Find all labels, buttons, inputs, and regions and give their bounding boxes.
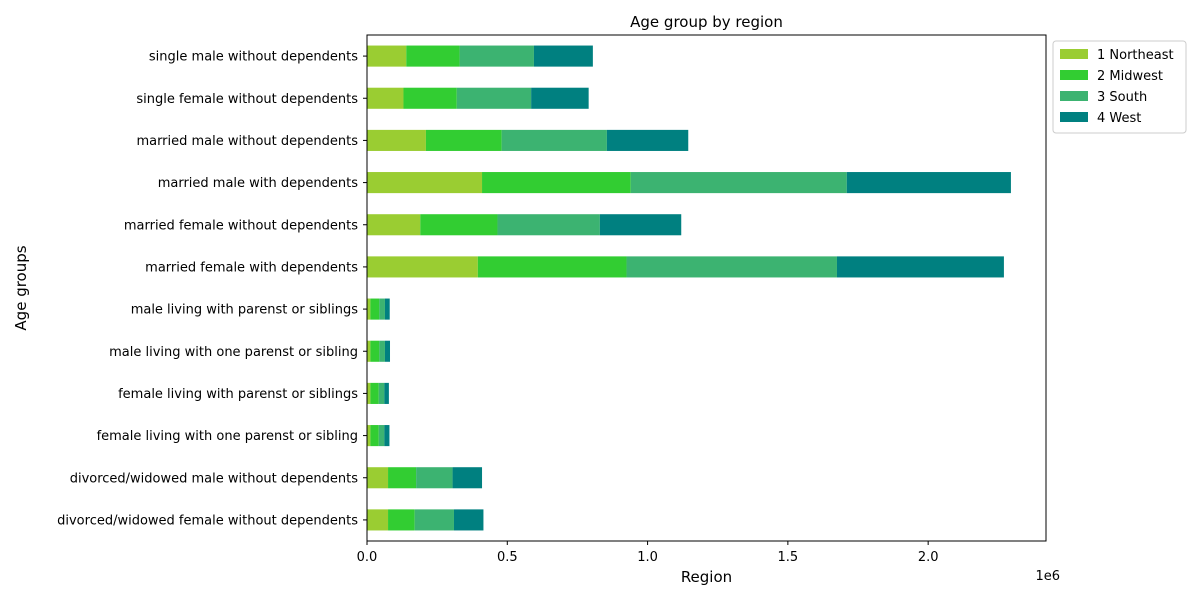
bar-segment	[367, 129, 426, 151]
legend-label: 3 South	[1097, 90, 1147, 105]
bar-segment	[531, 87, 589, 109]
bar-segment	[384, 382, 389, 404]
bar-segment	[379, 340, 385, 362]
y-tick-label: married female without dependents	[124, 218, 358, 233]
bar-segment	[367, 340, 371, 362]
bar-segment	[599, 214, 682, 236]
bar-segment	[379, 298, 385, 320]
legend-swatch	[1060, 112, 1088, 122]
bar-segment	[367, 256, 478, 278]
bar-segment	[370, 382, 379, 404]
legend-swatch	[1060, 91, 1088, 101]
x-tick-label: 1.5	[778, 550, 799, 565]
plot-frame	[366, 34, 1047, 542]
bar-segment	[370, 425, 379, 447]
bar-segment	[482, 172, 631, 194]
bar-segment	[453, 509, 484, 531]
y-tick-label: married female with dependents	[145, 260, 358, 275]
bar-segment	[452, 467, 483, 489]
bar-segment	[367, 87, 404, 109]
bar-segment	[370, 340, 380, 362]
bar-segment	[477, 256, 627, 278]
legend-label: 4 West	[1097, 111, 1141, 126]
y-tick-label: single female without dependents	[136, 92, 358, 107]
bar-segment	[846, 172, 1011, 194]
bar-segment	[630, 172, 847, 194]
x-tick-label: 1.0	[637, 550, 658, 565]
bar-segment	[367, 214, 421, 236]
y-tick-label: divorced/widowed female without dependen…	[57, 513, 358, 528]
bar-segment	[456, 87, 532, 109]
bar-segment	[403, 87, 457, 109]
bar-segment	[414, 509, 454, 531]
x-tick-label: 2.0	[918, 550, 939, 565]
bar-segment	[459, 45, 534, 67]
bar-segment	[384, 425, 390, 447]
bar-segment	[420, 214, 498, 236]
y-tick-label: male living with parenst or siblings	[131, 303, 359, 318]
bar-segment	[370, 298, 380, 320]
bar-segment	[406, 45, 460, 67]
bar-segment	[384, 340, 391, 362]
bar-segment	[388, 467, 417, 489]
bar-segment	[606, 129, 689, 151]
bar-segment	[836, 256, 1004, 278]
legend-label: 1 Northeast	[1097, 48, 1174, 63]
bar-segment	[378, 382, 385, 404]
bar-segment	[367, 45, 407, 67]
x-axis-ticks: 0.0 0.5 1.0 1.5 2.0	[357, 541, 939, 565]
chart-title: Age group by region	[630, 13, 783, 31]
bar-segment	[626, 256, 837, 278]
bar-segment	[378, 425, 385, 447]
x-axis-label: Region	[681, 568, 732, 586]
bar-segment	[367, 172, 483, 194]
y-tick-label: female living with one parenst or siblin…	[97, 429, 358, 444]
y-tick-label: male living with one parenst or sibling	[109, 345, 358, 360]
y-tick-label: married male without dependents	[136, 134, 358, 149]
bar-segment	[367, 425, 371, 447]
y-axis-label: Age groups	[12, 245, 30, 330]
bar-segment	[533, 45, 593, 67]
bar-segment	[367, 298, 371, 320]
bar-segment	[388, 509, 415, 531]
y-tick-label: married male with dependents	[158, 176, 358, 191]
y-tick-label: female living with parenst or siblings	[118, 387, 358, 402]
bar-segment	[425, 129, 502, 151]
x-axis-scale-label: 1e6	[1035, 569, 1060, 584]
x-tick-label: 0.0	[357, 550, 378, 565]
bar-segment	[501, 129, 607, 151]
bar-segment	[367, 467, 389, 489]
bar-segment	[497, 214, 600, 236]
legend-swatch	[1060, 49, 1088, 59]
y-tick-label: divorced/widowed male without dependents	[70, 471, 359, 486]
bar-group	[367, 45, 1011, 531]
bar-segment	[367, 509, 389, 531]
bar-segment	[416, 467, 453, 489]
legend-label: 2 Midwest	[1097, 69, 1163, 84]
bar-segment	[384, 298, 390, 320]
x-tick-label: 0.5	[497, 550, 518, 565]
legend: 1 Northeast 2 Midwest 3 South 4 West	[1052, 40, 1187, 134]
y-tick-label: single male without dependents	[149, 50, 358, 65]
bar-segment	[367, 382, 371, 404]
y-axis-ticks: divorced/widowed female without dependen…	[57, 50, 367, 528]
legend-swatch	[1060, 70, 1088, 80]
legend-box	[1052, 40, 1187, 134]
